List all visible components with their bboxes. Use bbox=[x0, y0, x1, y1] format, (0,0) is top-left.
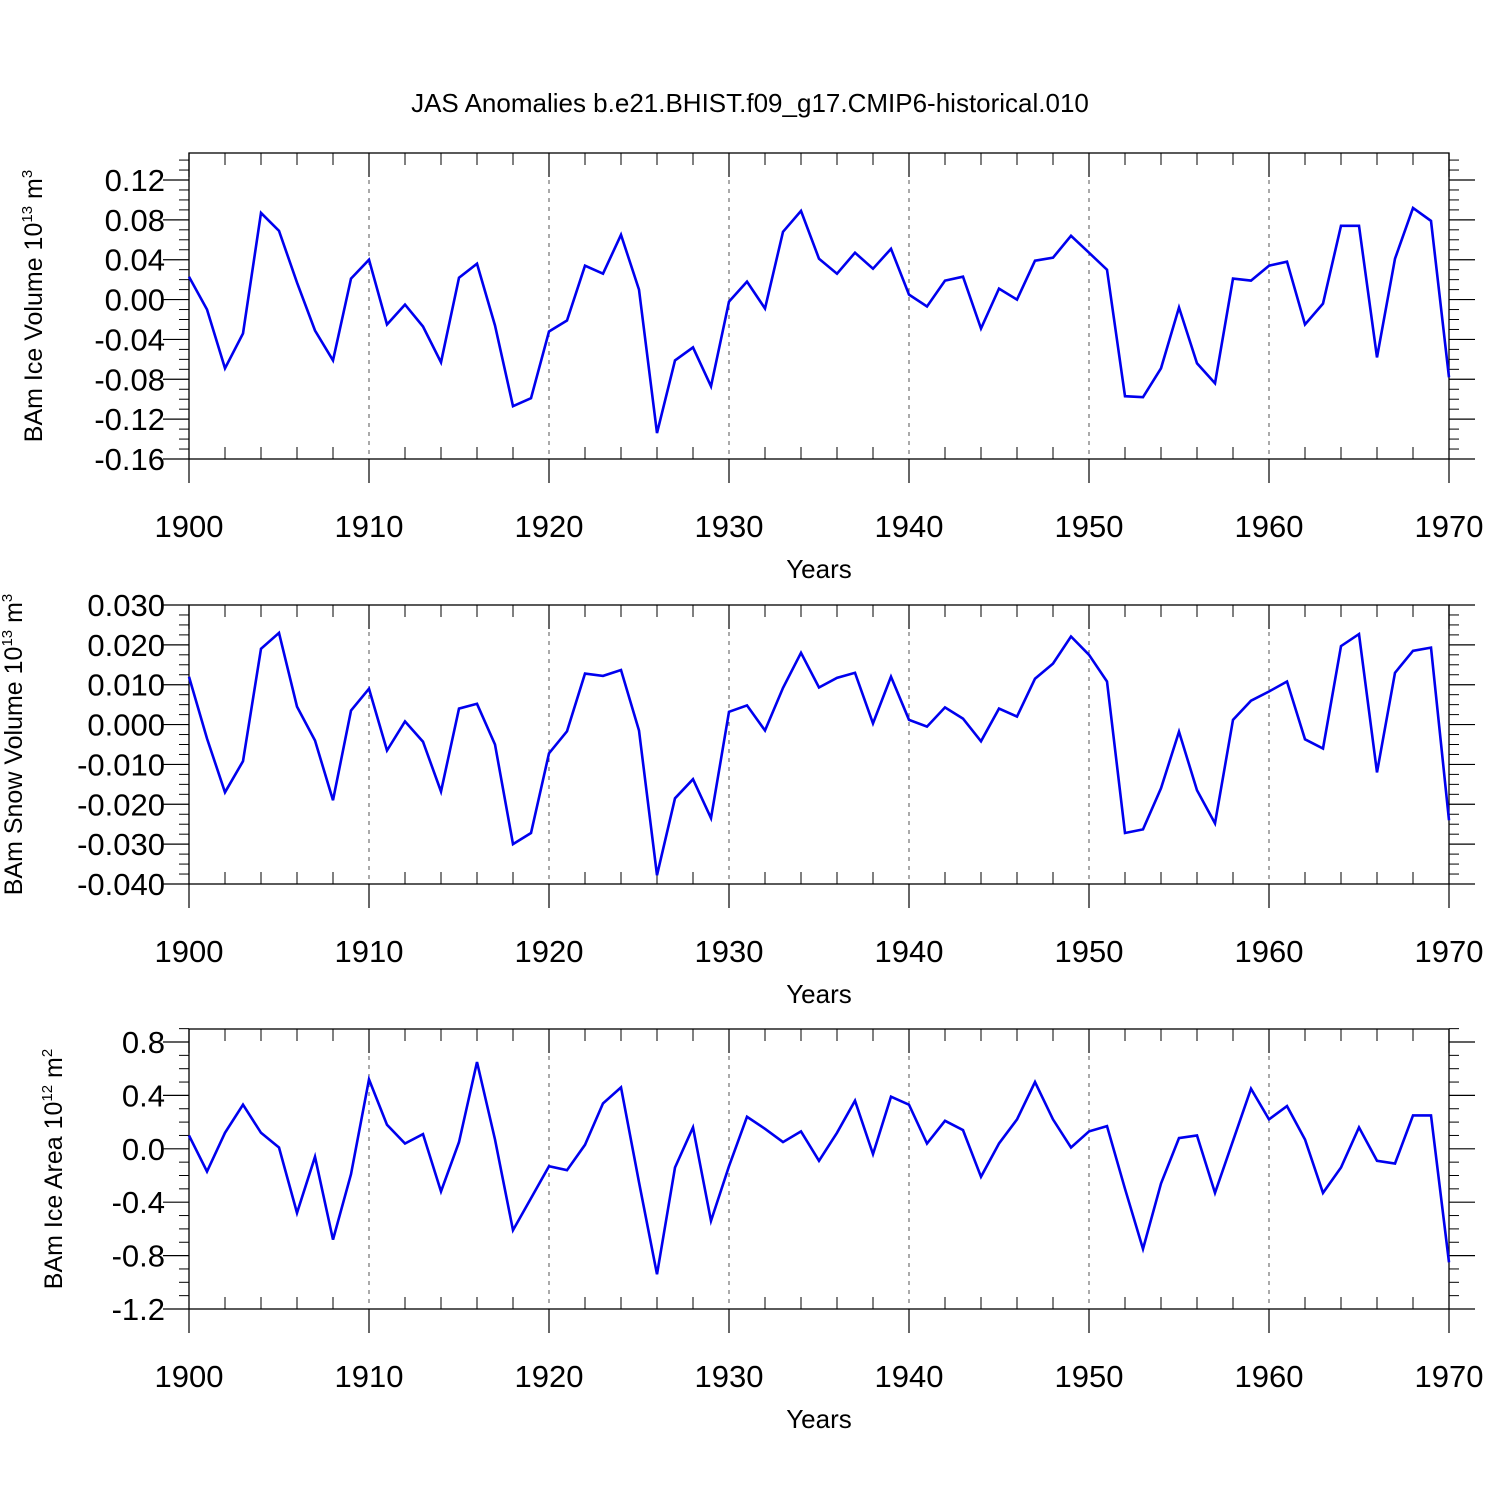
y-tick-label: 0.08 bbox=[105, 203, 165, 238]
x-tick-label: 1970 bbox=[1415, 509, 1484, 544]
y-tick-label: 0.030 bbox=[87, 588, 165, 623]
y-tick-label: 0.0 bbox=[122, 1132, 165, 1167]
x-tick-label: 1940 bbox=[875, 509, 944, 544]
chart-title: JAS Anomalies b.e21.BHIST.f09_g17.CMIP6-… bbox=[411, 88, 1089, 118]
x-tick-label: 1960 bbox=[1235, 509, 1304, 544]
series-line bbox=[187, 205, 1451, 434]
y-tick-label: 0.00 bbox=[105, 283, 165, 318]
x-tick-label: 1910 bbox=[335, 509, 404, 544]
y-tick-label: 0.010 bbox=[87, 668, 165, 703]
x-tick-label: 1920 bbox=[515, 1359, 584, 1394]
x-tick-label: 1930 bbox=[695, 509, 764, 544]
plot-frame bbox=[188, 152, 1450, 460]
y-tick-label: 0.020 bbox=[87, 628, 165, 663]
y-tick-label: 0.4 bbox=[122, 1078, 165, 1113]
x-tick-label: 1970 bbox=[1415, 934, 1484, 969]
y-tick-label: -1.2 bbox=[112, 1292, 165, 1327]
y-tick-label: -0.04 bbox=[94, 322, 165, 357]
x-axis-label: Years bbox=[786, 554, 852, 584]
x-tick-label: 1950 bbox=[1055, 509, 1124, 544]
y-tick-label: -0.030 bbox=[77, 827, 165, 862]
series-line bbox=[187, 630, 1451, 876]
y-tick-label: 0.000 bbox=[87, 708, 165, 743]
y-tick-label: -0.040 bbox=[77, 867, 165, 902]
x-tick-label: 1910 bbox=[335, 934, 404, 969]
x-tick-label: 1960 bbox=[1235, 1359, 1304, 1394]
series-line bbox=[187, 1061, 1451, 1275]
x-tick-label: 1920 bbox=[515, 934, 584, 969]
y-tick-label: 0.8 bbox=[122, 1025, 165, 1060]
x-tick-label: 1950 bbox=[1055, 1359, 1124, 1394]
x-tick-label: 1960 bbox=[1235, 934, 1304, 969]
y-tick-label: -0.020 bbox=[77, 787, 165, 822]
plot-frame bbox=[188, 1028, 1450, 1310]
x-tick-label: 1900 bbox=[155, 934, 224, 969]
x-tick-label: 1920 bbox=[515, 509, 584, 544]
x-tick-label: 1930 bbox=[695, 1359, 764, 1394]
y-axis-label: BAm Ice Area 1012 m2 bbox=[39, 1049, 68, 1289]
x-tick-label: 1970 bbox=[1415, 1359, 1484, 1394]
x-tick-label: 1900 bbox=[155, 1359, 224, 1394]
y-tick-label: -0.010 bbox=[77, 747, 165, 782]
y-tick-label: 0.12 bbox=[105, 163, 165, 198]
y-tick-label: -0.12 bbox=[94, 402, 165, 437]
ice-volume-panel: 1900 1910 1920 1930 1940 1950 1960 1970 -0.16 -0.… bbox=[19, 152, 1484, 584]
y-tick-label: -0.08 bbox=[94, 362, 165, 397]
x-tick-label: 1940 bbox=[875, 1359, 944, 1394]
y-axis-label: BAm Snow Volume 1013 m3 bbox=[0, 594, 28, 896]
y-tick-label: -0.16 bbox=[94, 442, 165, 477]
y-tick-label: -0.8 bbox=[112, 1239, 165, 1274]
x-tick-label: 1900 bbox=[155, 509, 224, 544]
x-tick-label: 1950 bbox=[1055, 934, 1124, 969]
x-tick-label: 1910 bbox=[335, 1359, 404, 1394]
x-axis-label: Years bbox=[786, 979, 852, 1009]
x-axis-label: Years bbox=[786, 1404, 852, 1434]
plot-frame bbox=[188, 604, 1450, 885]
snow-volume-panel: 1900 1910 1920 1930 1940 1950 1960 1970 -0.040 -0… bbox=[0, 588, 1483, 1009]
y-tick-label: 0.04 bbox=[105, 243, 165, 278]
ice-area-panel: 1900 1910 1920 1930 1940 1950 1960 1970 -1.2 -0.8… bbox=[39, 1025, 1483, 1434]
x-tick-label: 1930 bbox=[695, 934, 764, 969]
y-axis-label: BAm Ice Volume 1013 m3 bbox=[19, 170, 48, 442]
x-tick-label: 1940 bbox=[875, 934, 944, 969]
y-tick-label: -0.4 bbox=[112, 1185, 165, 1220]
